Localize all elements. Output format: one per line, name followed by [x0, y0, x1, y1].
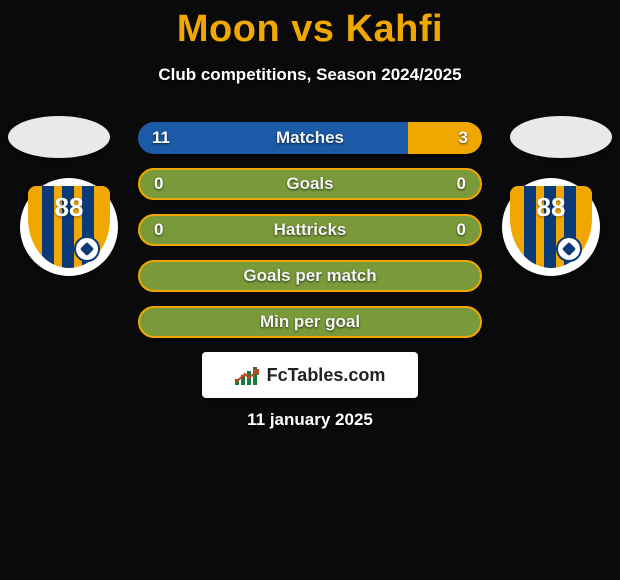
soccer-ball-icon — [556, 236, 582, 262]
stat-value-right: 3 — [459, 128, 468, 148]
title-player-left: Moon — [177, 8, 280, 50]
brand-text: FcTables.com — [267, 365, 386, 386]
club-badge-right: 88 — [502, 178, 600, 276]
stat-row-matches: 11 Matches 3 — [138, 122, 482, 154]
stat-label: Goals per match — [140, 266, 480, 286]
soccer-ball-icon — [74, 236, 100, 262]
stat-row-goals: 0 Goals 0 — [138, 168, 482, 200]
brand-box: FcTables.com — [202, 352, 418, 398]
stat-label: Min per goal — [140, 312, 480, 332]
stat-label: Matches — [138, 128, 482, 148]
stat-row-goals-per-match: Goals per match — [138, 260, 482, 292]
stat-value-right: 0 — [457, 220, 466, 240]
stat-row-hattricks: 0 Hattricks 0 — [138, 214, 482, 246]
date-label: 11 january 2025 — [0, 410, 620, 430]
subtitle: Club competitions, Season 2024/2025 — [0, 65, 620, 85]
stats-bars: 11 Matches 3 0 Goals 0 0 Hattricks 0 Goa… — [138, 122, 482, 352]
player-photo-right — [510, 116, 612, 158]
badge-number-left: 88 — [28, 192, 110, 223]
page-title: Moon vs Kahfi — [0, 0, 620, 51]
stat-label: Hattricks — [140, 220, 480, 240]
badge-number-right: 88 — [510, 192, 592, 223]
stat-label: Goals — [140, 174, 480, 194]
chart-icon — [235, 365, 261, 385]
player-photo-left — [8, 116, 110, 158]
title-vs: vs — [291, 8, 334, 50]
club-badge-left: 88 — [20, 178, 118, 276]
title-player-right: Kahfi — [346, 8, 444, 50]
stat-row-min-per-goal: Min per goal — [138, 306, 482, 338]
stat-value-right: 0 — [457, 174, 466, 194]
